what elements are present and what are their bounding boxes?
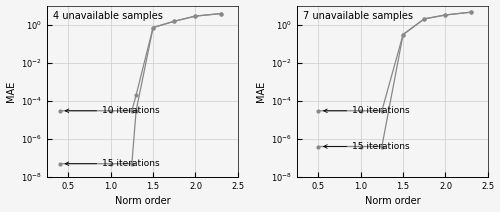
Y-axis label: MAE: MAE [256,81,266,102]
Text: 4 unavailable samples: 4 unavailable samples [53,11,162,21]
Y-axis label: MAE: MAE [6,81,16,102]
Text: 10 iterations: 10 iterations [324,106,410,115]
X-axis label: Norm order: Norm order [364,197,420,206]
Text: 15 iterations: 15 iterations [65,159,160,168]
Text: 15 iterations: 15 iterations [324,142,410,151]
X-axis label: Norm order: Norm order [114,197,170,206]
Text: 7 unavailable samples: 7 unavailable samples [303,11,413,21]
Text: 10 iterations: 10 iterations [65,106,160,115]
